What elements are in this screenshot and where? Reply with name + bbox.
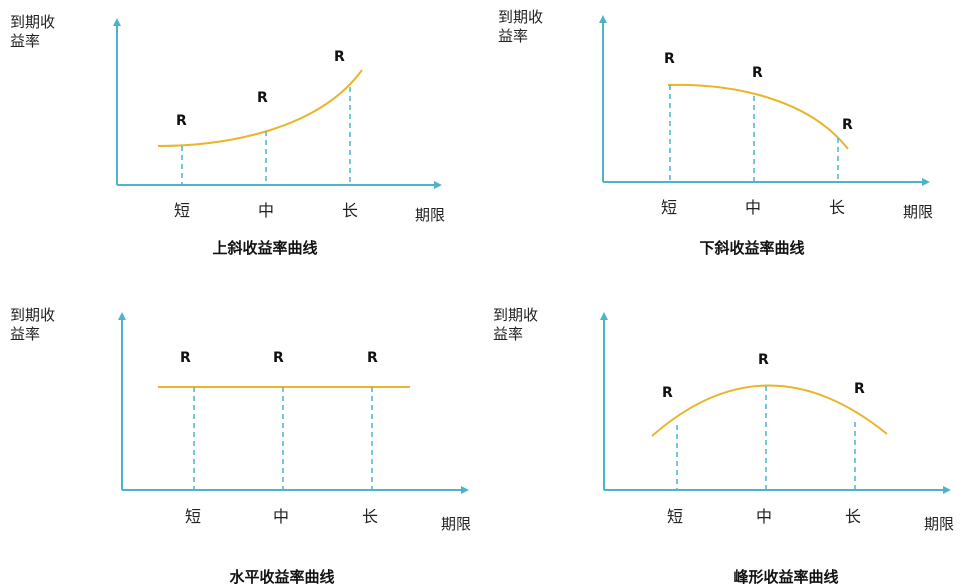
y-axis-label-line2: 益率 [10,32,40,50]
marker-mid: R [758,352,769,368]
x-axis-label: 期限 [903,203,933,221]
tick-mid: 中 [258,201,274,220]
y-axis-label-line2: 益率 [10,325,40,343]
tick-short: 短 [174,201,190,220]
tick-mid: 中 [756,507,772,526]
tick-short: 短 [185,507,201,526]
y-axis-label-line1: 到期收 [493,306,538,324]
y-axis-label-line2: 益率 [498,27,528,45]
panel-upward: 到期收 益率 R R R 短 中 长 期限 上斜收益率曲线 [10,13,445,257]
y-axis-label-line1: 到期收 [10,306,55,324]
marker-long: R [854,381,865,397]
panel-title: 上斜收益率曲线 [212,239,317,257]
tick-long: 长 [845,507,861,526]
x-axis-label: 期限 [415,206,445,224]
marker-long: R [367,350,378,366]
tick-mid: 中 [745,198,761,217]
tick-short: 短 [661,198,677,217]
panel-title: 下斜收益率曲线 [699,239,804,257]
panel-title: 水平收益率曲线 [229,568,334,586]
marker-mid: R [273,350,284,366]
marker-long: R [334,49,345,65]
panel-humped: 到期收 益率 R R R 短 中 长 期限 峰形收益率曲线 [493,306,954,586]
marker-long: R [842,117,853,133]
y-axis-label-line1: 到期收 [10,13,55,31]
marker-mid: R [257,90,268,106]
tick-long: 长 [342,201,358,220]
marker-short: R [662,385,673,401]
panel-downward: 到期收 益率 R R R 短 中 长 期限 下斜收益率曲线 [498,8,933,257]
yield-curve [157,69,363,147]
panel-flat: 到期收 益率 R R R 短 中 长 期限 水平收益率曲线 [10,306,471,586]
x-axis-label: 期限 [924,515,954,533]
marker-short: R [180,350,191,366]
marker-short: R [664,51,675,67]
marker-mid: R [752,65,763,81]
panel-title: 峰形收益率曲线 [733,568,838,586]
yield-curve [651,384,888,437]
marker-short: R [176,113,187,129]
tick-mid: 中 [273,507,289,526]
tick-long: 长 [362,507,378,526]
x-axis-label: 期限 [441,515,471,533]
y-axis-label-line2: 益率 [493,325,523,343]
tick-short: 短 [667,507,683,526]
y-axis-label-line1: 到期收 [498,8,543,26]
yield-curve [667,83,849,150]
tick-long: 长 [829,198,845,217]
